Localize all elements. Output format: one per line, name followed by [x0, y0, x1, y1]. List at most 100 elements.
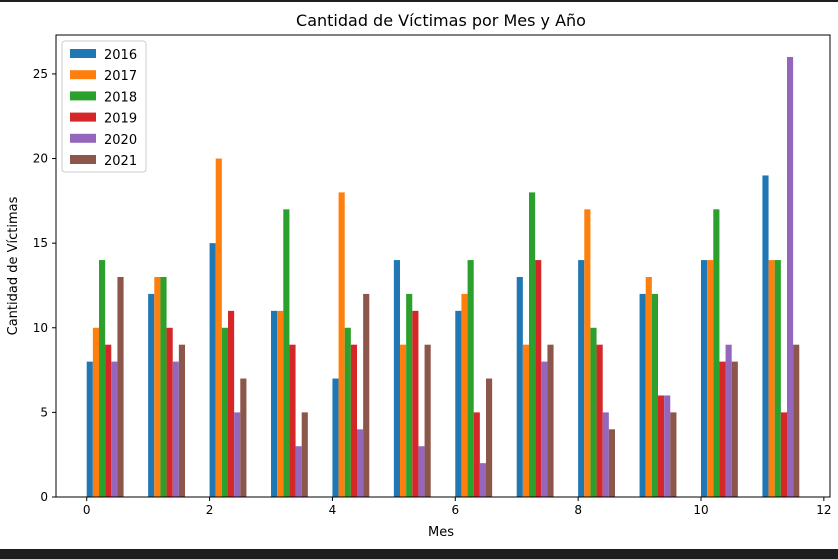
- bar-2017-mes-1: [154, 277, 161, 497]
- bar-2019-mes-10: [719, 361, 726, 497]
- bar-2016-mes-8: [578, 260, 585, 497]
- bar-2021-mes-9: [670, 412, 677, 497]
- legend-swatch-2020: [70, 133, 96, 143]
- bar-2017-mes-2: [215, 158, 222, 498]
- bar-2016-mes-2: [209, 243, 216, 497]
- bar-2017-mes-8: [584, 209, 591, 497]
- y-tick-label: 25: [33, 67, 48, 81]
- bar-2017-mes-10: [707, 260, 714, 497]
- bar-2019-mes-9: [658, 395, 665, 497]
- bar-2021-mes-3: [301, 412, 308, 497]
- legend-label-2018: 2018: [104, 90, 137, 105]
- bar-2020-mes-3: [295, 446, 302, 497]
- x-tick-label: 6: [451, 503, 459, 517]
- y-axis-label: Cantidad de Víctimas: [6, 196, 21, 335]
- bar-2019-mes-8: [596, 344, 603, 497]
- x-tick-label: 4: [329, 503, 337, 517]
- bar-2018-mes-4: [344, 327, 351, 497]
- bar-2020-mes-6: [479, 463, 486, 497]
- bar-2018-mes-3: [283, 209, 290, 497]
- bar-2021-mes-10: [731, 361, 738, 497]
- legend-swatch-2017: [70, 70, 96, 80]
- legend-label-2020: 2020: [104, 133, 137, 148]
- bar-2021-mes-0: [117, 277, 124, 497]
- bar-2021-mes-6: [486, 378, 493, 497]
- bar-2016-mes-4: [332, 378, 339, 497]
- legend-swatch-2018: [70, 91, 96, 101]
- y-tick-label: 5: [40, 405, 48, 419]
- y-tick-label: 10: [33, 321, 48, 335]
- window-bottom-edge: [0, 549, 838, 559]
- y-tick-label: 20: [33, 152, 48, 166]
- x-tick-label: 2: [206, 503, 214, 517]
- bar-2021-mes-2: [240, 378, 247, 497]
- legend-label-2021: 2021: [104, 154, 137, 169]
- bar-2020-mes-1: [172, 361, 179, 497]
- chart-title: Cantidad de Víctimas por Mes y Año: [296, 11, 586, 30]
- bar-2016-mes-10: [701, 260, 708, 497]
- bar-2017-mes-0: [92, 327, 99, 497]
- plot-frame: [55, 34, 831, 498]
- bar-2018-mes-0: [99, 260, 106, 497]
- plot-area: 0 2 4 6 8 10 12 0 5 10 15 20 25: [33, 34, 831, 517]
- bar-2016-mes-6: [455, 310, 462, 497]
- legend-swatch-2016: [70, 49, 96, 58]
- legend-swatch-2021: [70, 155, 96, 164]
- bar-2020-mes-7: [541, 361, 548, 497]
- bar-2016-mes-1: [148, 293, 155, 497]
- bar-2016-mes-0: [86, 361, 93, 497]
- bar-2016-mes-3: [271, 310, 278, 497]
- x-tick-label: 8: [574, 503, 582, 517]
- y-tick-label: 15: [33, 236, 48, 250]
- bar-2021-mes-4: [363, 293, 370, 497]
- bar-2017-mes-6: [461, 293, 468, 497]
- bar-2020-mes-11: [787, 57, 794, 497]
- bar-2021-mes-11: [793, 344, 800, 497]
- bar-2016-mes-7: [516, 277, 523, 497]
- bar-2019-mes-2: [228, 310, 235, 497]
- y-tick-label: 0: [40, 490, 48, 504]
- bar-2018-mes-6: [467, 260, 474, 497]
- bar-2019-mes-11: [780, 412, 787, 497]
- bar-2017-mes-7: [522, 344, 529, 497]
- bar-2016-mes-11: [762, 175, 769, 497]
- bar-2018-mes-5: [406, 293, 413, 497]
- bar-2018-mes-7: [529, 192, 536, 497]
- legend-label-2019: 2019: [104, 112, 137, 127]
- window-top-edge: [0, 0, 838, 2]
- x-tick-label: 12: [816, 503, 831, 517]
- bar-2019-mes-1: [166, 327, 173, 497]
- legend-label-2016: 2016: [104, 48, 137, 63]
- bar-2018-mes-11: [774, 260, 781, 497]
- bar-2021-mes-8: [608, 429, 615, 497]
- bar-2019-mes-7: [535, 260, 542, 497]
- bar-2018-mes-9: [651, 293, 658, 497]
- bar-2020-mes-2: [234, 412, 241, 497]
- x-tick-label: 10: [693, 503, 708, 517]
- bar-2021-mes-1: [178, 344, 185, 497]
- legend-swatch-2019: [70, 112, 96, 122]
- bar-2019-mes-3: [289, 344, 296, 497]
- bar-2020-mes-0: [111, 361, 118, 497]
- bar-2021-mes-5: [424, 344, 431, 497]
- bar-2019-mes-5: [412, 310, 419, 497]
- bar-2018-mes-8: [590, 327, 597, 497]
- legend: 2016 2017 2018 2019 2020 2021: [61, 40, 147, 173]
- bar-2016-mes-5: [393, 260, 400, 497]
- x-axis-label: Mes: [428, 525, 454, 540]
- bar-2020-mes-8: [602, 412, 609, 497]
- bar-2019-mes-0: [105, 344, 112, 497]
- bar-2020-mes-5: [418, 446, 425, 497]
- bar-2018-mes-2: [221, 327, 228, 497]
- bar-2017-mes-3: [277, 310, 284, 497]
- bar-2017-mes-4: [338, 192, 345, 497]
- bar-2021-mes-7: [547, 344, 554, 497]
- bar-2019-mes-6: [473, 412, 480, 497]
- bar-2017-mes-5: [400, 344, 407, 497]
- bar-2020-mes-10: [725, 344, 732, 497]
- bar-2018-mes-10: [713, 209, 720, 497]
- bar-2017-mes-11: [768, 260, 775, 497]
- x-tick-label: 0: [83, 503, 91, 517]
